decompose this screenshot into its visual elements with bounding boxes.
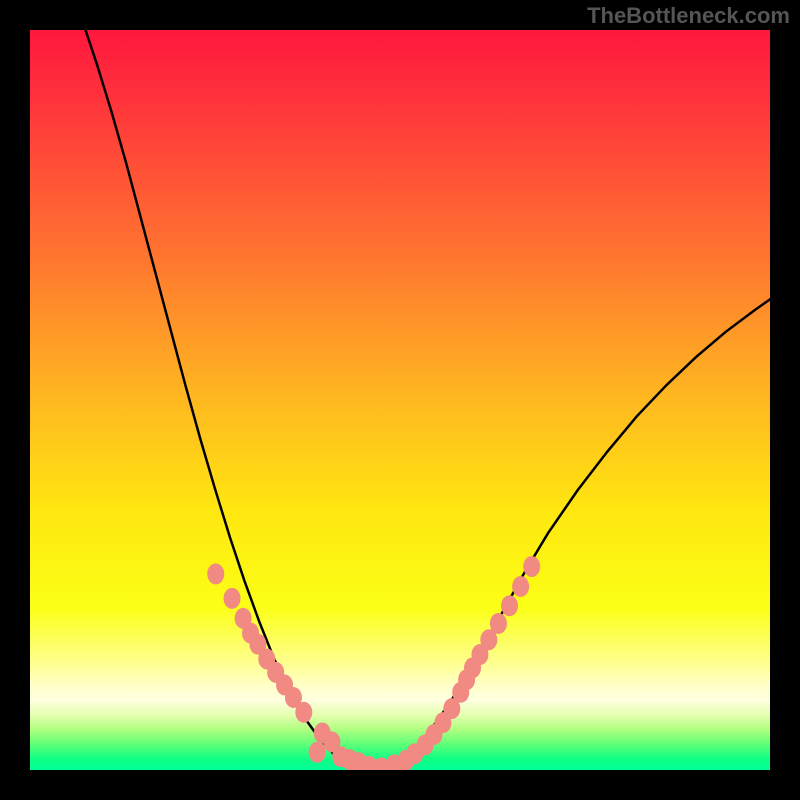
data-marker (207, 563, 224, 584)
plot-background (30, 30, 770, 770)
data-marker (295, 702, 312, 723)
data-marker (224, 588, 241, 609)
data-marker (490, 613, 507, 634)
watermark-text: TheBottleneck.com (587, 3, 790, 29)
data-marker (309, 742, 326, 763)
chart-frame: TheBottleneck.com (0, 0, 800, 800)
data-marker (523, 556, 540, 577)
data-marker (501, 595, 518, 616)
chart-svg (0, 0, 800, 800)
data-marker (512, 576, 529, 597)
